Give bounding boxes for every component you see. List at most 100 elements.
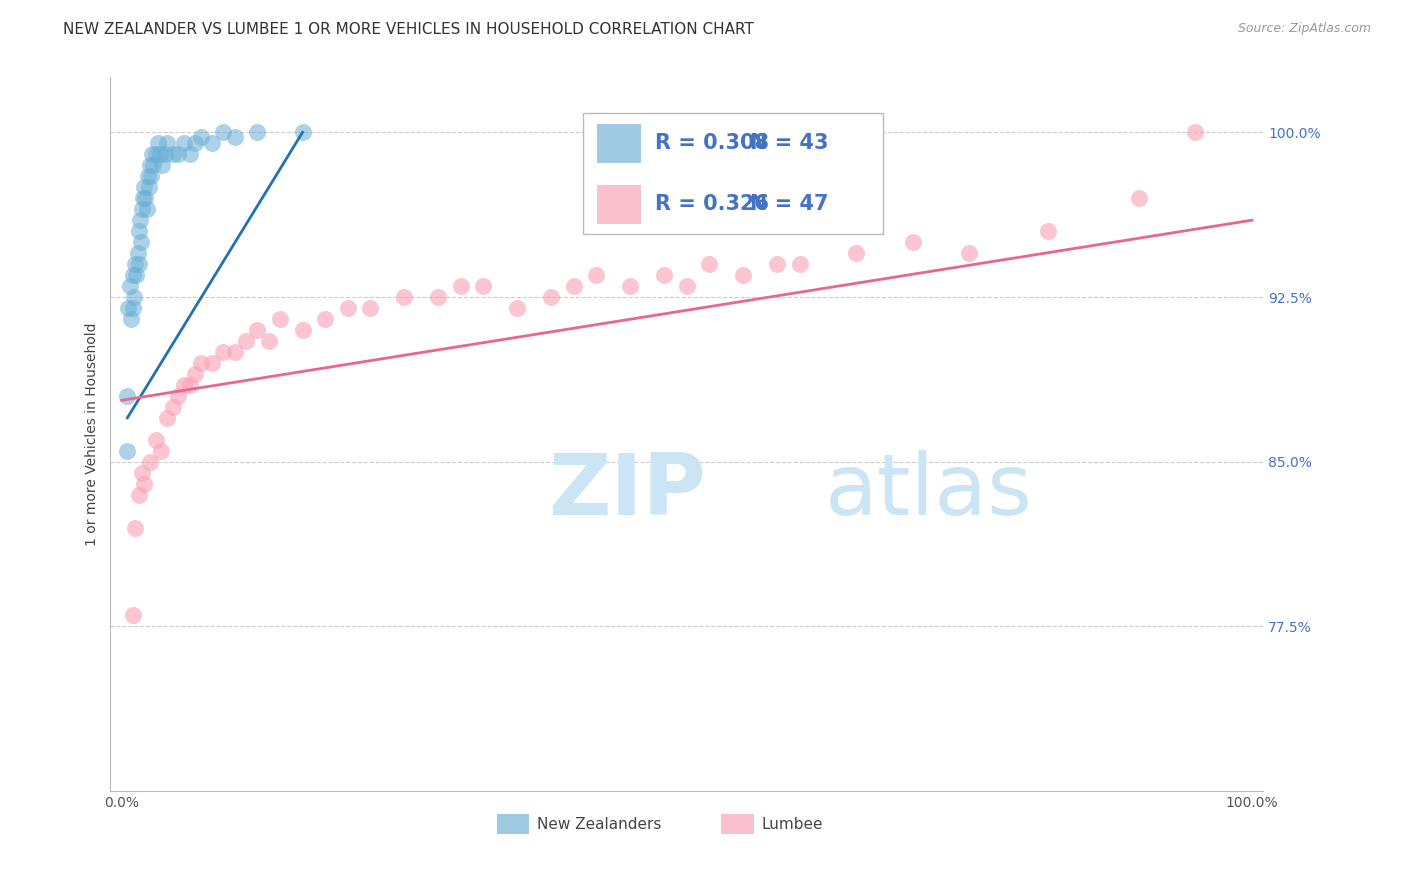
Point — [128, 257, 150, 271]
Text: N = 47: N = 47 — [751, 194, 828, 214]
Point — [1038, 224, 1060, 238]
Point — [1184, 125, 1206, 139]
Text: atlas: atlas — [825, 450, 1033, 533]
Point — [134, 476, 156, 491]
Bar — [598, 185, 641, 224]
Point — [427, 290, 450, 304]
Point — [957, 246, 980, 260]
Point — [1128, 191, 1150, 205]
Point — [138, 180, 160, 194]
Point — [179, 378, 201, 392]
Point — [149, 147, 172, 161]
Point — [118, 279, 141, 293]
Point — [142, 158, 165, 172]
Point — [179, 147, 201, 161]
Point — [128, 213, 150, 227]
Point — [124, 521, 146, 535]
Text: Source: ZipAtlas.com: Source: ZipAtlas.com — [1237, 22, 1371, 36]
Point — [131, 202, 153, 217]
Text: Lumbee: Lumbee — [762, 816, 824, 831]
Point — [257, 334, 280, 348]
Point — [167, 389, 190, 403]
Point — [336, 301, 359, 315]
Point — [117, 389, 139, 403]
Point — [540, 290, 562, 304]
Point — [291, 125, 314, 139]
Point — [394, 290, 416, 304]
Point — [117, 443, 139, 458]
Point — [156, 136, 179, 151]
Point — [619, 279, 641, 293]
Point — [136, 169, 159, 184]
Bar — [598, 124, 641, 163]
Point — [146, 136, 169, 151]
Point — [152, 158, 174, 172]
Point — [139, 158, 162, 172]
Point — [162, 400, 184, 414]
Point — [173, 136, 195, 151]
Point — [125, 268, 148, 282]
Point — [122, 290, 145, 304]
Point — [184, 367, 207, 381]
Point — [450, 279, 472, 293]
Point — [153, 147, 176, 161]
Point — [162, 147, 184, 161]
Point — [291, 323, 314, 337]
Point — [845, 246, 868, 260]
Point — [269, 312, 291, 326]
Point — [359, 301, 381, 315]
Point — [314, 312, 336, 326]
Point — [212, 125, 235, 139]
Point — [135, 202, 157, 217]
Point — [562, 279, 585, 293]
Point — [246, 125, 269, 139]
Point — [201, 136, 224, 151]
Point — [652, 268, 675, 282]
Point — [139, 169, 162, 184]
Point — [120, 312, 142, 326]
Point — [139, 455, 162, 469]
Point — [129, 235, 152, 249]
Bar — [496, 814, 529, 834]
Text: ZIP: ZIP — [548, 450, 706, 533]
Point — [122, 608, 145, 623]
Point — [128, 224, 150, 238]
Point — [167, 147, 190, 161]
Point — [128, 488, 150, 502]
Point — [141, 147, 163, 161]
Point — [901, 235, 924, 249]
Point — [212, 345, 235, 359]
Text: NEW ZEALANDER VS LUMBEE 1 OR MORE VEHICLES IN HOUSEHOLD CORRELATION CHART: NEW ZEALANDER VS LUMBEE 1 OR MORE VEHICL… — [63, 22, 754, 37]
Point — [127, 246, 149, 260]
Point — [156, 410, 179, 425]
Text: R = 0.308: R = 0.308 — [655, 134, 769, 153]
Point — [472, 279, 495, 293]
Point — [134, 191, 156, 205]
Text: N = 43: N = 43 — [751, 134, 828, 153]
Bar — [721, 814, 754, 834]
Point — [766, 257, 789, 271]
Point — [224, 345, 246, 359]
Point — [506, 301, 529, 315]
Point — [246, 323, 269, 337]
Point — [122, 268, 145, 282]
Point — [789, 257, 811, 271]
Point — [201, 356, 224, 370]
Text: R = 0.326: R = 0.326 — [655, 194, 769, 214]
Point — [190, 129, 212, 144]
Point — [132, 191, 155, 205]
Point — [124, 257, 146, 271]
Point — [184, 136, 207, 151]
Point — [733, 268, 755, 282]
Point — [224, 129, 246, 144]
Point — [173, 378, 195, 392]
Point — [235, 334, 257, 348]
Point — [675, 279, 697, 293]
Point — [190, 356, 212, 370]
Y-axis label: 1 or more Vehicles in Household: 1 or more Vehicles in Household — [86, 323, 100, 546]
Point — [150, 443, 173, 458]
Point — [585, 268, 607, 282]
Text: New Zealanders: New Zealanders — [537, 816, 661, 831]
Point — [699, 257, 721, 271]
Point — [117, 301, 139, 315]
